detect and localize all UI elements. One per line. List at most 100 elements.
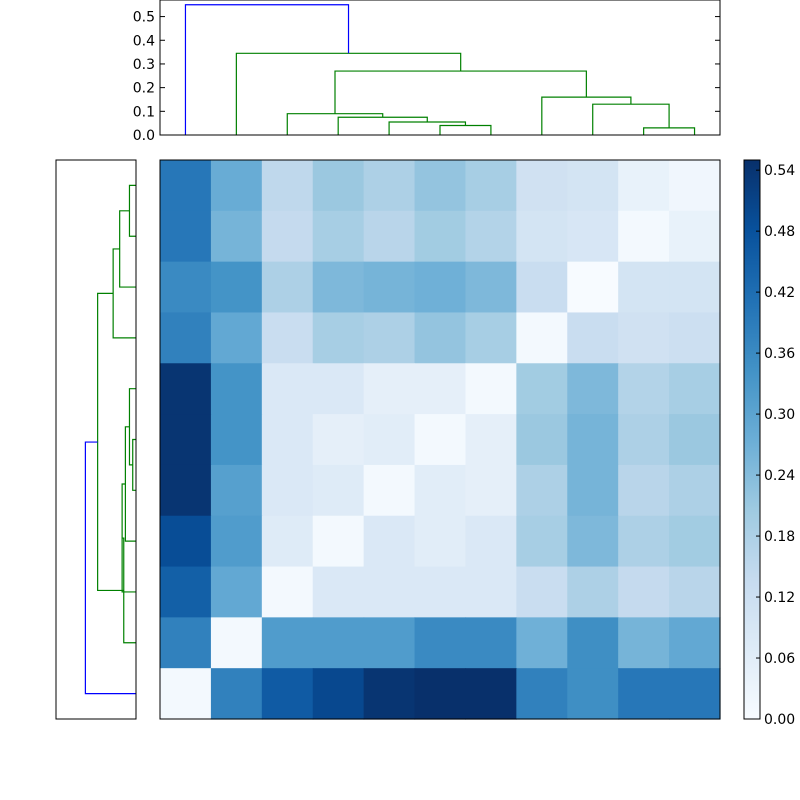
heatmap-cell — [516, 160, 568, 212]
heatmap-cell — [567, 363, 619, 415]
y-tick-label: 0.0 — [133, 128, 155, 144]
heatmap-cell — [414, 312, 467, 364]
heatmap-cell — [669, 261, 721, 314]
heatmap-cell — [160, 160, 212, 212]
colorbar-tick-label: 0.48 — [764, 224, 795, 240]
heatmap-cell — [669, 160, 721, 212]
colorbar-tick-label: 0.12 — [764, 590, 795, 606]
heatmap-cell — [312, 210, 365, 263]
dendrogram-link — [84, 441, 136, 695]
colorbar-tick-label: 0.30 — [764, 407, 795, 423]
heatmap-cell — [210, 617, 263, 669]
heatmap-cell — [516, 566, 568, 618]
heatmap-cell — [363, 668, 416, 720]
y-tick-label: 0.5 — [133, 10, 155, 26]
heatmap-cell — [618, 414, 670, 466]
heatmap-cell — [414, 515, 467, 568]
heatmap-cell — [567, 464, 619, 517]
heatmap-cell — [261, 363, 314, 415]
heatmap-cell — [465, 414, 517, 466]
heatmap-cell — [465, 515, 517, 568]
heatmap-cell — [465, 261, 517, 314]
heatmap-cell — [160, 617, 212, 669]
heatmap — [160, 160, 721, 720]
dendrogram-link — [541, 96, 632, 135]
heatmap-cell — [414, 261, 467, 314]
heatmap-cell — [465, 566, 517, 618]
heatmap-cell — [210, 414, 263, 466]
colorbar-tick-label: 0.36 — [764, 346, 795, 362]
colorbar-tick-label: 0.18 — [764, 529, 795, 545]
heatmap-cell — [312, 566, 365, 618]
heatmap-cell — [363, 210, 416, 263]
heatmap-cell — [160, 312, 212, 364]
heatmap-cell — [669, 515, 721, 568]
heatmap-cell — [312, 515, 365, 568]
heatmap-cell — [160, 363, 212, 415]
dendrogram-link — [643, 127, 696, 135]
dendrogram-link — [122, 537, 136, 644]
heatmap-cell — [363, 414, 416, 466]
heatmap-cell — [210, 312, 263, 364]
heatmap-cell — [210, 160, 263, 212]
heatmap-cell — [414, 414, 467, 466]
y-tick-label: 0.4 — [133, 33, 155, 49]
heatmap-cell — [516, 261, 568, 314]
heatmap-cell — [261, 210, 314, 263]
heatmap-cell — [312, 668, 365, 720]
heatmap-cell — [414, 464, 467, 517]
colorbar — [743, 159, 761, 720]
heatmap-cell — [567, 261, 619, 314]
heatmap-cell — [618, 210, 670, 263]
heatmap-cell — [618, 617, 670, 669]
dendrogram-link — [124, 426, 136, 542]
colorbar-tick-label: 0.42 — [764, 285, 795, 301]
left-dendrogram-frame — [55, 159, 137, 720]
heatmap-cell — [261, 515, 314, 568]
heatmap-cell — [261, 566, 314, 618]
heatmap-cell — [618, 464, 670, 517]
colorbar-tick-label: 0.54 — [764, 163, 795, 179]
heatmap-cell — [669, 617, 721, 669]
heatmap-cell — [516, 515, 568, 568]
y-tick-label: 0.2 — [133, 81, 155, 97]
heatmap-cell — [669, 312, 721, 364]
heatmap-cell — [363, 515, 416, 568]
dendrogram-link — [119, 210, 136, 288]
heatmap-cell — [465, 160, 517, 212]
heatmap-cell — [465, 210, 517, 263]
heatmap-cell — [160, 566, 212, 618]
heatmap-cell — [516, 312, 568, 364]
colorbar-tick-label: 0.06 — [764, 651, 795, 667]
heatmap-cell — [363, 160, 416, 212]
heatmap-cell — [465, 668, 517, 720]
heatmap-cell — [363, 617, 416, 669]
heatmap-cell — [567, 566, 619, 618]
heatmap-cell — [312, 363, 365, 415]
heatmap-cell — [669, 414, 721, 466]
heatmap-cell — [160, 668, 212, 720]
y-tick-label: 0.3 — [133, 57, 155, 73]
top-dendrogram-frame — [159, 0, 721, 136]
heatmap-cell — [465, 617, 517, 669]
heatmap-cell — [160, 515, 212, 568]
heatmap-cell — [312, 160, 365, 212]
heatmap-cell — [567, 312, 619, 364]
heatmap-cell — [210, 464, 263, 517]
colorbar-tick-label: 0.24 — [764, 468, 795, 484]
heatmap-cell — [363, 363, 416, 415]
dendrogram-link — [388, 121, 467, 135]
heatmap-cell — [669, 566, 721, 618]
heatmap-cell — [465, 363, 517, 415]
heatmap-cell — [567, 668, 619, 720]
heatmap-cell — [618, 668, 670, 720]
heatmap-cell — [160, 210, 212, 263]
heatmap-cell — [261, 261, 314, 314]
heatmap-cell — [465, 464, 517, 517]
heatmap-cell — [567, 210, 619, 263]
heatmap-cell — [516, 210, 568, 263]
heatmap-cell — [261, 312, 314, 364]
dendrogram-link — [132, 438, 136, 491]
heatmap-cell — [210, 363, 263, 415]
